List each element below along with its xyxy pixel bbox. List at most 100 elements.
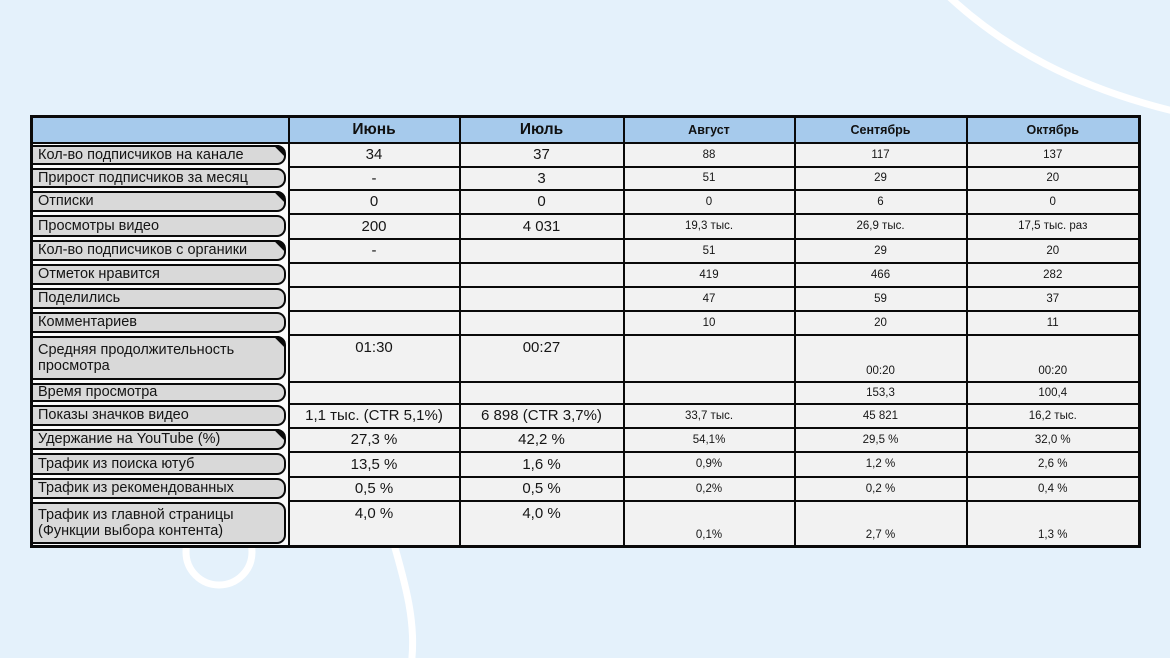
value-cell: 19,3 тыс. (622, 212, 796, 240)
row-label: Комментариев (38, 314, 137, 331)
value-cell: 0,4 % (965, 475, 1141, 502)
row-label-cell: Просмотры видео (31, 213, 289, 239)
value-cell: 54,1% (622, 426, 796, 453)
value-cell: 419 (622, 261, 796, 288)
value-cell: 13,5 % (287, 450, 461, 478)
value-cell: 4,0 % (458, 499, 625, 548)
curve-bottom-vertical (387, 530, 417, 658)
row-label: Трафик из рекомендованных (38, 480, 234, 497)
row-label: Средняя продолжительность просмотра (38, 341, 235, 374)
curve-top-right (947, 0, 1170, 114)
value-cell: - (287, 165, 461, 191)
row-label-cell: Прирост подписчиков за месяц (31, 166, 289, 190)
table-row: Средняя продолжительность просмотра 01:3… (31, 333, 1141, 383)
table-row: Удержание на YouTube (%) 27,3 % 42,2 % 5… (31, 426, 1141, 453)
note-corner-icon (273, 145, 286, 158)
value-cell: - (287, 237, 461, 264)
value-cell (287, 380, 461, 405)
value-cell: 0,9% (622, 450, 796, 478)
value-cell: 153,3 (793, 380, 968, 405)
table-row: Отметок нравится 419 466 282 (31, 261, 1141, 288)
value-cell: 42,2 % (458, 426, 625, 453)
value-cell (287, 261, 461, 288)
value-cell (458, 285, 625, 312)
value-cell: 20 (965, 237, 1141, 264)
table-row: Трафик из рекомендованных 0,5 % 0,5 % 0,… (31, 475, 1141, 502)
value-cell: 282 (965, 261, 1141, 288)
value-cell: 0,5 % (458, 475, 625, 502)
note-corner-icon (273, 240, 286, 253)
table-row: Время просмотра 153,3 100,4 (31, 380, 1141, 405)
value-cell (622, 333, 796, 383)
value-cell: 88 (622, 141, 796, 168)
value-cell: 51 (622, 237, 796, 264)
row-label: Поделились (38, 290, 121, 307)
table-row: Кол-во подписчиков с органики - 51 29 20 (31, 237, 1141, 264)
row-label-cell: Показы значков видео (31, 403, 289, 428)
row-label-cell: Отметок нравится (31, 262, 289, 287)
value-cell: 16,2 тыс. (965, 402, 1141, 429)
row-label: Отметок нравится (38, 266, 160, 283)
value-cell: 1,2 % (793, 450, 968, 478)
note-corner-icon (273, 191, 286, 204)
value-cell: 33,7 тыс. (622, 402, 796, 429)
value-cell: 0,5 % (287, 475, 461, 502)
value-cell: 59 (793, 285, 968, 312)
row-label-cell: Комментариев (31, 310, 289, 335)
value-cell: 2,7 % (793, 499, 968, 548)
value-cell: 29,5 % (793, 426, 968, 453)
row-label-cell: Поделились (31, 286, 289, 311)
value-cell: 32,0 % (965, 426, 1141, 453)
table-row: Трафик из поиска ютуб 13,5 % 1,6 % 0,9% … (31, 450, 1141, 478)
value-cell: 00:20 (793, 333, 968, 383)
row-label: Прирост подписчиков за месяц (38, 169, 248, 186)
row-label: Кол-во подписчиков с органики (38, 242, 248, 259)
value-cell: 0 (622, 188, 796, 215)
row-label: Отписки (38, 193, 94, 210)
note-corner-icon (273, 429, 286, 442)
table-row: Кол-во подписчиков на канале 34 37 88 11… (31, 141, 1141, 168)
value-cell: 00:20 (965, 333, 1141, 383)
table-row: Просмотры видео 200 4 031 19,3 тыс. 26,9… (31, 212, 1141, 240)
row-label: Удержание на YouTube (%) (38, 431, 221, 448)
value-cell: 6 (793, 188, 968, 215)
row-label-cell: Время просмотра (31, 381, 289, 404)
row-label-cell: Средняя продолжительность просмотра (31, 334, 289, 382)
column-header-june: Июнь (287, 115, 461, 144)
column-header-august: Август (622, 115, 796, 144)
value-cell: 01:30 (287, 333, 461, 383)
value-cell (287, 285, 461, 312)
value-cell: 0 (965, 188, 1141, 215)
table-row: Трафик из главной страницы (Функции выбо… (31, 499, 1141, 548)
value-cell: 466 (793, 261, 968, 288)
value-cell: 34 (287, 141, 461, 168)
value-cell: 1,1 тыс. (CTR 5,1%) (287, 402, 461, 429)
value-cell: 27,3 % (287, 426, 461, 453)
stats-table: Июнь Июль Август Сентябрь Октябрь Кол-во… (30, 115, 1141, 548)
value-cell: 100,4 (965, 380, 1141, 405)
value-cell: 51 (622, 165, 796, 191)
row-label: Трафик из поиска ютуб (38, 455, 195, 472)
column-header-september: Сентябрь (793, 115, 968, 144)
table-row: Прирост подписчиков за месяц - 3 51 29 2… (31, 165, 1141, 191)
row-label-cell: Отписки (31, 189, 289, 214)
value-cell: 2,6 % (965, 450, 1141, 478)
row-label: Показы значков видео (38, 407, 189, 424)
value-cell: 47 (622, 285, 796, 312)
value-cell: 1,3 % (965, 499, 1141, 548)
value-cell: 00:27 (458, 333, 625, 383)
value-cell (458, 261, 625, 288)
value-cell: 0 (287, 188, 461, 215)
row-label-cell: Трафик из рекомендованных (31, 476, 289, 501)
value-cell: 200 (287, 212, 461, 240)
value-cell: 20 (793, 309, 968, 336)
corner-header-cell (30, 115, 290, 144)
row-label-cell: Трафик из главной страницы (Функции выбо… (31, 500, 289, 547)
note-corner-icon (273, 336, 286, 349)
value-cell: 29 (793, 165, 968, 191)
row-label-cell: Трафик из поиска ютуб (31, 451, 289, 477)
value-cell: 137 (965, 141, 1141, 168)
value-cell: 0 (458, 188, 625, 215)
table-row: Комментариев 10 20 11 (31, 309, 1141, 336)
value-cell (622, 380, 796, 405)
